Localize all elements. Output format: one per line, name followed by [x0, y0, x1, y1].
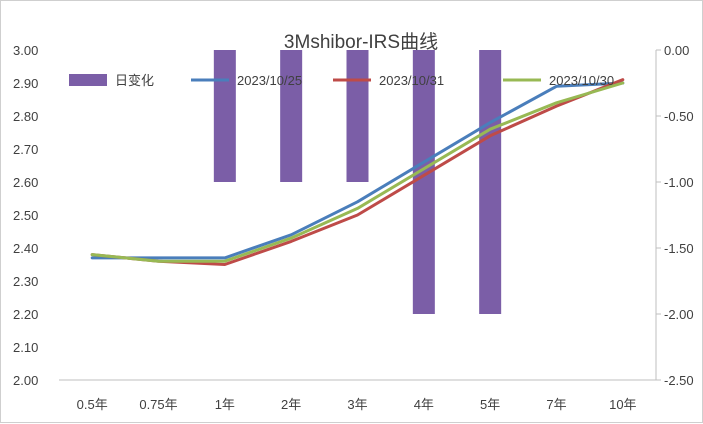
series-line: [90, 81, 625, 263]
x-tick-label: 10年: [609, 397, 636, 412]
x-tick-label: 4年: [414, 397, 434, 412]
left-tick-label: 2.90: [13, 76, 38, 91]
x-tick-label: 2年: [281, 397, 301, 412]
x-tick-label: 0.5年: [77, 397, 108, 412]
right-tick-label: -2.50: [664, 373, 694, 388]
bar: [213, 50, 236, 182]
series-line: [90, 81, 625, 260]
legend-label: 2023/10/30: [549, 73, 614, 88]
line-series: [90, 78, 625, 266]
right-tick-label: 0.00: [664, 43, 689, 58]
chart-title: 3Mshibor-IRS曲线: [284, 31, 438, 53]
legend: 日变化 2023/10/25 2023/10/31 2023/10/30: [69, 73, 614, 88]
x-axis: 0.5年 0.75年 1年 2年 3年 4年 5年 7年 10年: [59, 379, 656, 412]
left-tick-label: 2.10: [13, 340, 38, 355]
x-tick-label: 1年: [215, 397, 235, 412]
right-tick-label: -0.50: [664, 109, 694, 124]
legend-label: 2023/10/31: [379, 73, 444, 88]
left-tick-label: 2.40: [13, 241, 38, 256]
left-tick-label: 3.00: [13, 43, 38, 58]
right-tick-label: -2.00: [664, 307, 694, 322]
left-axis: 2.00 2.10 2.20 2.30 2.40 2.50 2.60 2.70 2.80 2.90…: [13, 43, 38, 388]
bar-series: [213, 50, 502, 314]
bar: [479, 50, 502, 314]
left-tick-label: 2.30: [13, 274, 38, 289]
left-tick-label: 2.20: [13, 307, 38, 322]
left-tick-label: 2.00: [13, 373, 38, 388]
legend-label: 日变化: [115, 73, 154, 88]
bar: [280, 50, 303, 182]
x-tick-label: 5年: [480, 397, 500, 412]
right-axis: -2.50 -2.00 -1.50 -1.00 -0.50 0.00: [655, 43, 694, 388]
legend-label: 2023/10/25: [237, 73, 302, 88]
left-tick-label: 2.60: [13, 175, 38, 190]
left-tick-label: 2.80: [13, 109, 38, 124]
x-tick-label: 0.75年: [139, 397, 177, 412]
left-tick-label: 2.50: [13, 208, 38, 223]
right-tick-label: -1.50: [664, 241, 694, 256]
right-tick-label: -1.00: [664, 175, 694, 190]
legend-swatch-bar: [69, 74, 107, 86]
left-tick-label: 2.70: [13, 142, 38, 157]
x-tick-label: 7年: [546, 397, 566, 412]
bar: [346, 50, 369, 182]
x-tick-label: 3年: [347, 397, 367, 412]
bar: [412, 50, 435, 314]
